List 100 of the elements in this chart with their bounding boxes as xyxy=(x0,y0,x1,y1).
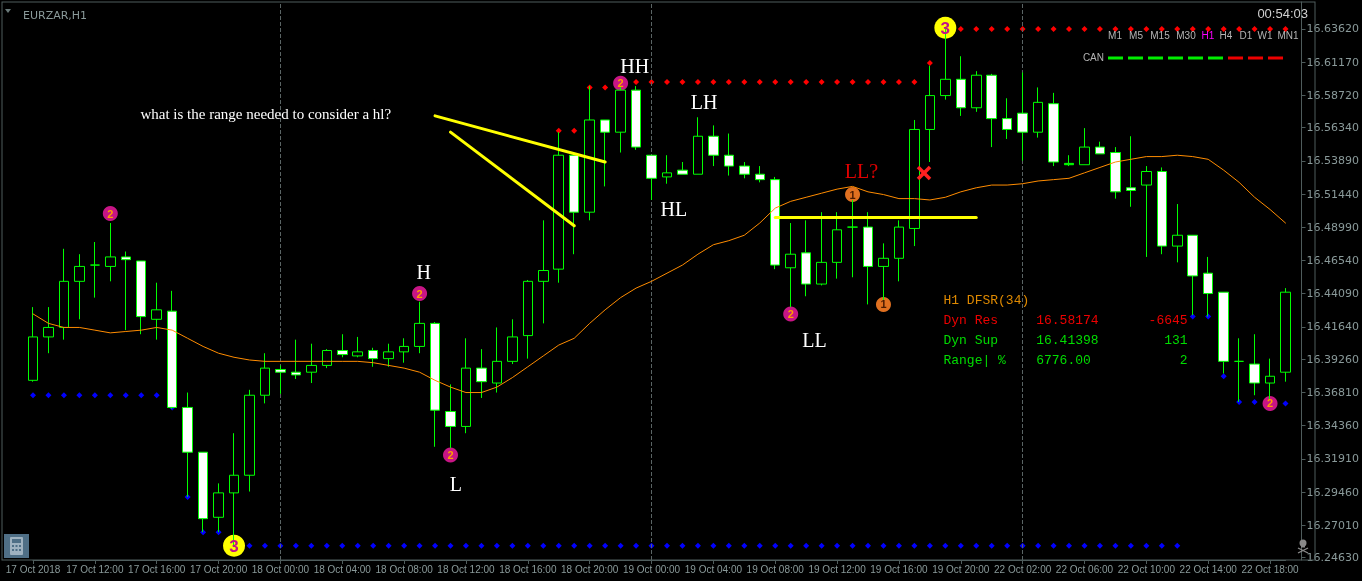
candlestick xyxy=(1110,146,1121,200)
annotation: Dyn Sup xyxy=(943,332,999,348)
candlestick xyxy=(708,124,719,167)
y-tick-label: 16.58720 xyxy=(1306,88,1360,102)
annotation: M30 xyxy=(1176,30,1196,41)
candlestick xyxy=(631,85,641,151)
annotation: M1 xyxy=(1108,30,1122,41)
point xyxy=(803,79,810,85)
point xyxy=(571,127,578,134)
candlestick xyxy=(523,279,533,360)
point xyxy=(988,26,995,33)
point xyxy=(880,79,887,85)
annotation: M5 xyxy=(1129,30,1143,41)
annotation: Range| % xyxy=(943,352,1006,368)
candlestick xyxy=(476,348,487,399)
point xyxy=(710,79,717,85)
candlestick xyxy=(1002,97,1012,140)
x-tick-label: 17 Oct 12:00 xyxy=(66,563,124,575)
candlestick xyxy=(306,343,317,384)
point xyxy=(849,79,856,85)
candlestick xyxy=(894,219,904,282)
candlestick xyxy=(74,253,85,320)
annotation: 3 xyxy=(229,536,239,556)
y-tick-label: 16.24630 xyxy=(1306,551,1360,565)
point xyxy=(834,79,841,85)
annotation: what is the range needed to consider a hl? xyxy=(140,105,392,122)
y-tick-label: 16.27010 xyxy=(1306,518,1360,532)
candlestick xyxy=(909,119,920,247)
point xyxy=(865,79,872,85)
x-tick-label: 17 Oct 2018 xyxy=(5,563,61,575)
candlestick xyxy=(383,343,394,368)
x-tick-label: 18 Oct 16:00 xyxy=(499,563,557,575)
point xyxy=(1066,26,1073,33)
annotation: H xyxy=(416,261,431,283)
candlestick xyxy=(832,211,842,280)
x-tick-label: 19 Oct 04:00 xyxy=(684,563,743,575)
point xyxy=(1004,26,1011,33)
point xyxy=(725,79,732,85)
candlestick xyxy=(1172,203,1183,263)
annotation: LL? xyxy=(844,160,879,182)
y-tick-label: 16.29460 xyxy=(1306,485,1360,499)
point xyxy=(1251,26,1258,33)
point xyxy=(1050,26,1057,33)
annotation: HL xyxy=(660,198,688,220)
annotation: LH xyxy=(690,91,718,113)
candlestick xyxy=(322,348,332,369)
candlestick xyxy=(1280,287,1291,383)
annotation: 131 xyxy=(1164,332,1188,348)
point xyxy=(1096,26,1103,33)
candlestick xyxy=(291,339,301,380)
candlestick xyxy=(986,73,997,148)
x-tick-label: 19 Oct 16:00 xyxy=(870,563,928,575)
annotation: H1 xyxy=(1201,30,1215,41)
annotation: Dyn Res xyxy=(943,312,999,328)
candlestick xyxy=(59,248,69,341)
x-tick-label: 18 Oct 04:00 xyxy=(313,563,372,575)
point xyxy=(926,60,933,67)
y-tick-label: 16.44090 xyxy=(1306,287,1360,301)
candlestick xyxy=(1141,165,1152,258)
candlestick xyxy=(956,55,966,117)
candlestick xyxy=(1064,154,1074,167)
point xyxy=(772,79,779,85)
candlestick xyxy=(662,154,672,185)
annotation: 1 xyxy=(880,297,887,310)
point xyxy=(694,79,701,85)
x-tick-label: 18 Oct 08:00 xyxy=(375,563,434,575)
candlestick xyxy=(677,161,688,175)
x-tick-label: 17 Oct 16:00 xyxy=(128,563,186,575)
annotation: D1 xyxy=(1239,30,1253,41)
point xyxy=(741,79,748,85)
x-tick-label: 17 Oct 20:00 xyxy=(189,563,248,575)
point xyxy=(818,79,825,85)
candlestick xyxy=(213,482,224,533)
point xyxy=(911,79,918,85)
candlestick xyxy=(28,306,38,383)
point xyxy=(973,26,980,33)
candlestick xyxy=(569,154,579,255)
x-tick-label: 18 Oct 12:00 xyxy=(437,563,496,575)
annotation: LL xyxy=(802,329,827,351)
annotation: 2 xyxy=(447,448,454,461)
candlestick xyxy=(971,70,982,113)
candlestick xyxy=(275,364,286,395)
candlestick xyxy=(198,451,208,533)
candlestick xyxy=(105,222,116,282)
candlestick xyxy=(646,154,657,201)
candlestick xyxy=(816,211,827,286)
candlestick xyxy=(368,347,378,368)
y-tick-label: 16.53890 xyxy=(1306,154,1360,168)
text: EURZAR,H1 xyxy=(23,9,88,22)
candlestick xyxy=(121,251,131,331)
candlestick xyxy=(863,211,873,305)
y-tick-label: 16.48990 xyxy=(1306,220,1360,234)
line-series xyxy=(32,154,1287,394)
point xyxy=(895,79,902,85)
annotation: M15 xyxy=(1150,30,1170,41)
annotation: 2 xyxy=(107,207,114,220)
y-tick-label: 16.41640 xyxy=(1306,320,1360,334)
candlestick xyxy=(1126,135,1136,208)
candlestick xyxy=(492,326,502,394)
x-tick-label: 19 Oct 12:00 xyxy=(808,563,867,575)
